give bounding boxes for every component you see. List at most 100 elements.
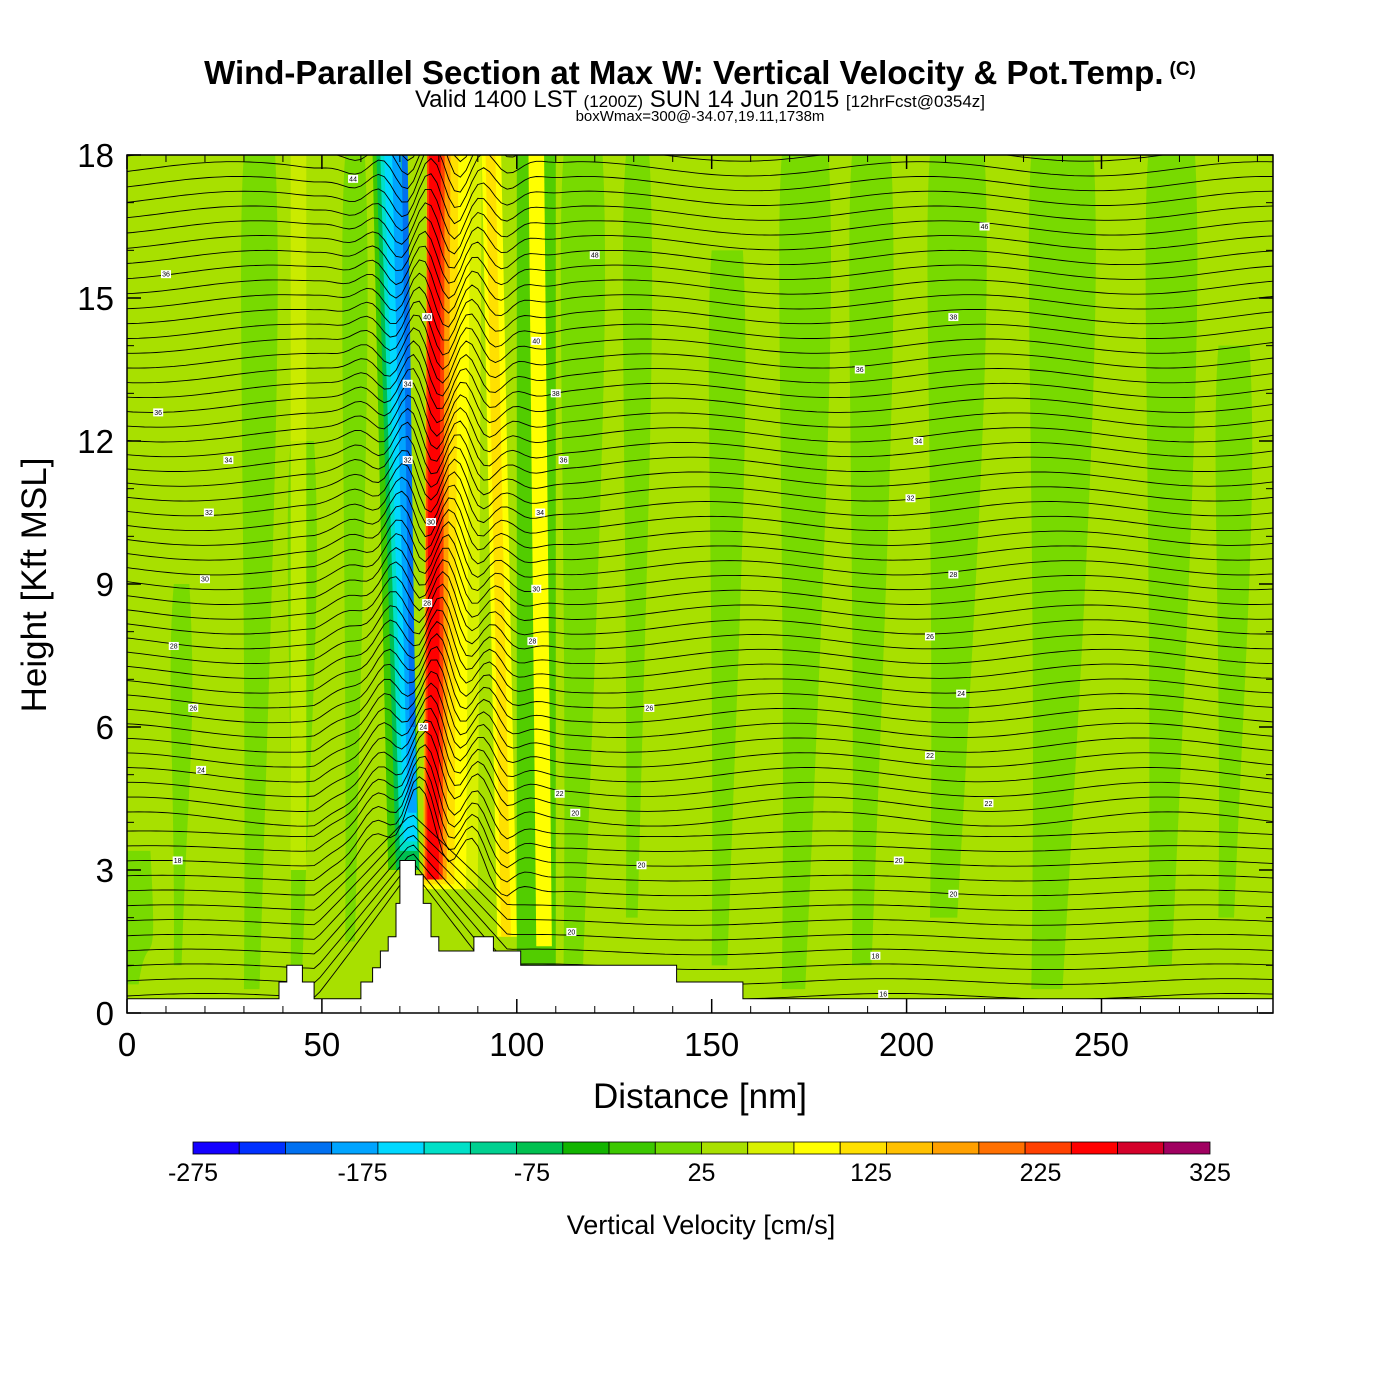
isentrope-label-text: 26 bbox=[926, 634, 934, 641]
isentrope-label-bg bbox=[348, 174, 359, 183]
isentrope bbox=[127, 570, 1273, 636]
isentrope-label-text: 38 bbox=[949, 315, 957, 322]
isentrope-label-text: 44 bbox=[349, 176, 357, 183]
isentrope-label-bg bbox=[913, 437, 924, 445]
colorbar-tick-label: 325 bbox=[1189, 1159, 1231, 1187]
isentrope-label: 38 bbox=[550, 389, 561, 398]
copyright-mark: (C) bbox=[1169, 59, 1196, 80]
isentrope bbox=[127, 188, 1273, 240]
colorbar-swatch bbox=[285, 1141, 333, 1155]
isentrope-label-bg bbox=[531, 336, 542, 345]
subsidence-band bbox=[241, 155, 278, 990]
isentrope-label: 22 bbox=[554, 789, 565, 798]
updraft-core bbox=[427, 155, 441, 880]
isentrope bbox=[127, 633, 1273, 709]
updraft-secondary bbox=[528, 155, 552, 947]
isentrope-label: 34 bbox=[223, 456, 234, 465]
isentrope-label: 16 bbox=[878, 989, 889, 998]
isentrope-label-bg bbox=[570, 808, 581, 817]
isentrope-label-bg bbox=[554, 789, 565, 798]
colorbar-swatch bbox=[377, 1141, 425, 1155]
isentrope-label-bg bbox=[558, 456, 569, 465]
isentrope-label-text: 28 bbox=[170, 643, 178, 650]
isentrope-label-bg bbox=[979, 222, 990, 231]
isentrope bbox=[127, 694, 1273, 783]
isentrope bbox=[127, 659, 1273, 738]
isentrope bbox=[127, 670, 1273, 753]
isentrope-label: 36 bbox=[558, 456, 569, 465]
colorbar-swatch bbox=[978, 1141, 1026, 1155]
isentrope-label-bg bbox=[948, 313, 959, 322]
isentrope-lines bbox=[127, 98, 1273, 1000]
isentrope-label-bg bbox=[878, 989, 889, 998]
isentrope bbox=[127, 98, 1273, 145]
isentrope bbox=[127, 394, 1273, 453]
colorbar-swatch bbox=[1163, 1141, 1211, 1155]
subsidence-band bbox=[342, 155, 368, 942]
isentrope-label-text: 20 bbox=[567, 929, 575, 936]
isentrope-label: 18 bbox=[172, 856, 183, 865]
isentrope-label-text: 20 bbox=[949, 891, 957, 898]
isentrope-label-bg bbox=[527, 637, 538, 646]
isentrope-label-bg bbox=[893, 856, 904, 865]
isentrope-label: 36 bbox=[153, 408, 164, 417]
isentrope bbox=[127, 814, 1273, 911]
isentrope-label-text: 24 bbox=[419, 725, 427, 732]
isentrope bbox=[127, 173, 1273, 225]
colorbar-swatch bbox=[423, 1141, 471, 1155]
colorbar-swatch bbox=[701, 1141, 749, 1155]
colorbar-swatch bbox=[793, 1141, 841, 1155]
y-tick-label: 12 bbox=[77, 423, 114, 460]
isentrope-label: 28 bbox=[168, 641, 179, 650]
colorbar-swatch bbox=[562, 1141, 610, 1155]
isentrope-label: 48 bbox=[589, 251, 600, 260]
isentrope-label: 28 bbox=[527, 637, 538, 646]
isentrope bbox=[127, 533, 1273, 593]
subsidence-band bbox=[1215, 345, 1253, 918]
isentrope-label-text: 18 bbox=[872, 953, 880, 960]
isentrope-label: 30 bbox=[531, 584, 542, 593]
isentrope-label: 26 bbox=[924, 632, 935, 641]
valid-date: SUN 14 Jun 2015 bbox=[649, 86, 840, 113]
isentrope bbox=[127, 834, 1273, 941]
isentrope bbox=[127, 755, 1273, 854]
y-axis-label: Height [Kft MSL] bbox=[15, 458, 54, 713]
isentrope bbox=[127, 368, 1273, 424]
isentrope-label: 30 bbox=[426, 518, 437, 527]
isentrope-label-bg bbox=[418, 723, 429, 731]
isentrope bbox=[127, 435, 1273, 496]
isentrope-label-bg bbox=[905, 494, 916, 503]
isentrope-label-bg bbox=[854, 365, 865, 374]
isentrope-label-bg bbox=[948, 889, 959, 898]
isentrope-label-text: 28 bbox=[423, 601, 431, 608]
isentrope-label-text: 30 bbox=[201, 577, 209, 584]
valid-time: Valid 1400 LST bbox=[414, 86, 577, 113]
y-tick-label: 3 bbox=[96, 852, 114, 889]
isentrope-label-bg bbox=[203, 508, 214, 517]
isentrope-label: 44 bbox=[348, 174, 359, 183]
isentrope-label-bg bbox=[924, 632, 935, 641]
isentrope bbox=[127, 776, 1273, 883]
isentrope bbox=[127, 786, 1273, 897]
isentrope bbox=[127, 259, 1273, 314]
isentrope bbox=[127, 300, 1273, 356]
subsidence-band bbox=[170, 584, 193, 966]
colorbar-swatch bbox=[238, 1141, 286, 1155]
isentrope bbox=[127, 202, 1273, 255]
isentrope-label: 24 bbox=[956, 689, 967, 698]
isentrope-label-bg bbox=[422, 599, 433, 608]
colorbar-swatch bbox=[654, 1141, 702, 1155]
colorbar-swatch bbox=[192, 1141, 240, 1155]
isentrope-label-bg bbox=[870, 951, 881, 960]
isentrope-label: 30 bbox=[199, 575, 210, 584]
colorbar-tick-label: 125 bbox=[850, 1159, 892, 1187]
isentrope bbox=[127, 155, 1167, 178]
chart-subtitle: Valid 1400 LST (1200Z) SUN 14 Jun 2015 [… bbox=[0, 86, 1400, 116]
colorbar-swatch bbox=[608, 1141, 656, 1155]
isentrope-label-text: 40 bbox=[423, 315, 431, 322]
isentrope-label-text: 28 bbox=[949, 572, 957, 579]
isentrope-label-bg bbox=[223, 456, 234, 465]
isentrope-label: 26 bbox=[644, 703, 655, 712]
isentrope-label-bg bbox=[422, 313, 433, 322]
